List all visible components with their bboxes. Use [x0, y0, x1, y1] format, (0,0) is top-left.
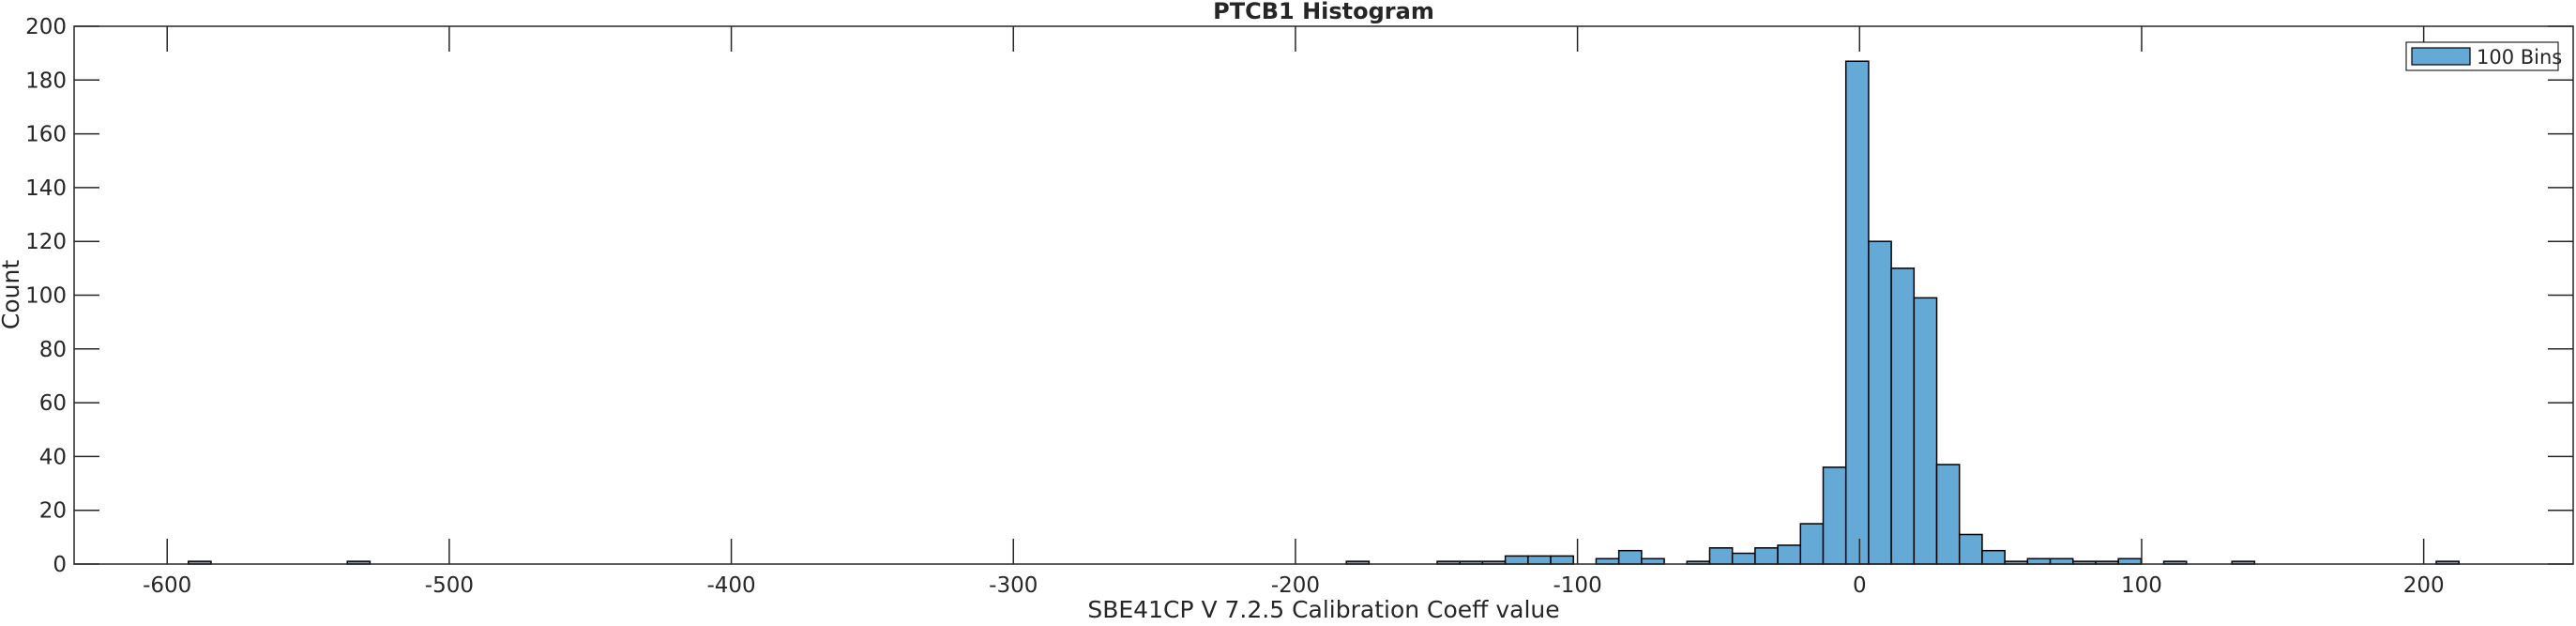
- histogram-bar: [1550, 555, 1574, 565]
- y-tick-label: 180: [25, 69, 67, 93]
- histogram-bar: [1935, 464, 1961, 565]
- axes-box: [73, 25, 2574, 565]
- histogram-bar: [1595, 557, 1620, 565]
- histogram-bar: [2026, 557, 2052, 565]
- y-tick-label: 200: [25, 15, 67, 39]
- y-tick-label: 60: [39, 391, 67, 416]
- histogram-bar: [1527, 555, 1552, 565]
- histogram-bar: [1958, 533, 1983, 565]
- histogram-bar: [1641, 557, 1665, 565]
- histogram-bar: [1844, 60, 1870, 565]
- histogram-bar: [1913, 297, 1938, 565]
- y-tick-label: 120: [25, 230, 67, 254]
- ticks-group: -600 -500 -400 -300 -200 -100 0 100 200 0 20 40 60 80…: [25, 15, 2573, 598]
- y-tick-label: 20: [39, 499, 67, 524]
- histogram-bar: [1799, 523, 1825, 565]
- histogram-bar: [1777, 544, 1802, 565]
- y-axis-label: Count: [0, 260, 24, 329]
- x-tick-label: 0: [1853, 573, 1867, 598]
- y-tick-label: 160: [25, 123, 67, 147]
- histogram-bar: [1822, 466, 1847, 565]
- legend-box: [2405, 41, 2559, 71]
- histogram-bar: [1731, 552, 1756, 565]
- histogram-bar: [1754, 547, 1779, 565]
- legend-label: 100 Bins: [2477, 46, 2562, 69]
- legend-swatch: [2411, 47, 2471, 66]
- y-tick-label: 140: [25, 176, 67, 201]
- legend: 100 Bins: [2405, 41, 2562, 71]
- bars-group: [188, 60, 2460, 565]
- histogram-bar: [1504, 555, 1529, 565]
- y-tick-label: 0: [53, 553, 67, 577]
- histogram-bar: [1868, 240, 1892, 565]
- y-tick-label: 80: [39, 338, 67, 362]
- chart-title: PTCB1 Histogram: [1213, 0, 1434, 24]
- x-tick-label: 100: [2121, 573, 2162, 598]
- x-tick-label: 200: [2403, 573, 2445, 598]
- x-tick-label: -500: [425, 573, 474, 598]
- histogram-bar: [1617, 549, 1643, 565]
- histogram-bar: [1890, 267, 1916, 565]
- x-tick-label: -200: [1271, 573, 1320, 598]
- histogram-bar: [1981, 549, 2006, 565]
- y-tick-label: 100: [25, 284, 67, 309]
- x-tick-label: -100: [1553, 573, 1602, 598]
- x-tick-label: -600: [143, 573, 191, 598]
- x-tick-label: -300: [989, 573, 1038, 598]
- histogram-bar: [2049, 557, 2074, 565]
- histogram-bar: [1708, 547, 1734, 565]
- x-axis-label: SBE41CP V 7.2.5 Calibration Coeff value: [1087, 596, 1559, 622]
- histogram-bar: [2117, 557, 2143, 565]
- x-tick-label: -400: [706, 573, 755, 598]
- y-tick-label: 40: [39, 445, 67, 469]
